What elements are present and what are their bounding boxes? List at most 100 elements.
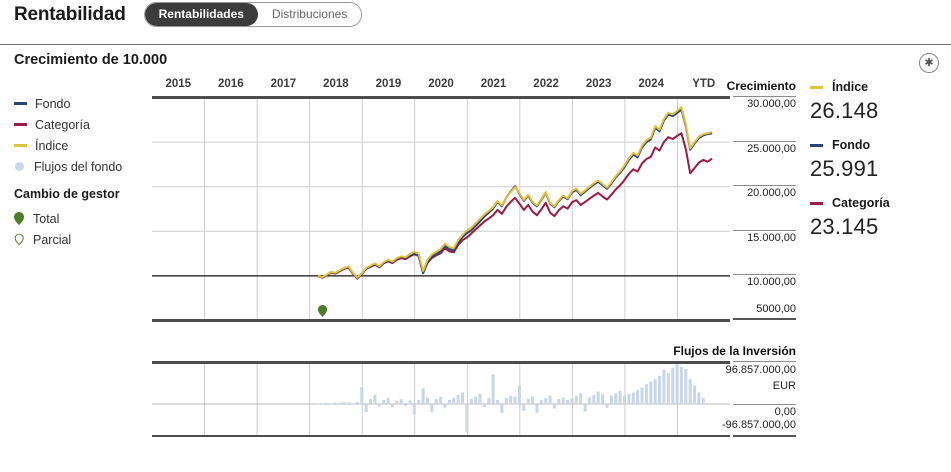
tab-rentabilidades[interactable]: Rentabilidades	[144, 3, 258, 26]
flow-bar	[697, 392, 701, 404]
summary-swatch	[810, 85, 823, 89]
flow-bar	[666, 373, 670, 404]
flow-bar	[390, 404, 394, 408]
flow-bar	[548, 395, 552, 404]
flow-bar	[329, 403, 333, 404]
flow-bar	[504, 397, 508, 404]
axis-tick	[733, 435, 796, 437]
flow-bar	[443, 404, 447, 408]
year-label: 2024	[638, 78, 664, 90]
flow-bar	[496, 399, 499, 404]
flow-bar	[338, 402, 342, 404]
flow-bar	[679, 366, 683, 404]
flow-bar	[382, 399, 386, 404]
legend: Fondo Categoría Índice Flujos del fondo	[14, 93, 122, 177]
flow-bar	[421, 388, 425, 404]
axis-tick	[733, 404, 796, 405]
flow-bar	[658, 375, 661, 404]
flows-y-axis: 96.857.000,00 EUR 0,00 -96.857.000,00	[722, 361, 796, 438]
manager-item-total[interactable]: Total	[14, 208, 120, 229]
flows-title: Flujos de la Inversión	[673, 344, 796, 358]
year-label: 2020	[428, 78, 454, 90]
series-fondo	[317, 108, 713, 279]
header: Rentabilidad Rentabilidades Distribucion…	[14, 2, 363, 27]
flow-bar	[552, 404, 556, 409]
year-label: 2021	[480, 78, 507, 90]
flow-bar	[417, 399, 421, 404]
axis-tick	[733, 185, 796, 186]
axis-tick-label: 25.000,00	[747, 143, 796, 155]
flow-bar	[614, 393, 618, 404]
legend-label: Categoría	[35, 117, 90, 132]
flow-bar	[675, 364, 679, 404]
flow-bar	[325, 403, 329, 404]
growth-chart[interactable]	[152, 96, 730, 323]
series-categoría	[317, 132, 713, 280]
axis-tick	[733, 274, 796, 275]
legend-item-0[interactable]: Fondo	[14, 93, 122, 114]
flows-chart[interactable]	[152, 361, 730, 438]
legend-dot-swatch	[15, 162, 24, 171]
year-label: 2017	[270, 78, 297, 90]
flow-bar	[408, 400, 412, 404]
flow-bar	[364, 404, 368, 413]
legend-line-swatch	[14, 102, 27, 105]
flow-bar	[566, 399, 570, 404]
legend-item-3[interactable]: Flujos del fondo	[14, 156, 122, 177]
summary-label: Fondo	[832, 138, 871, 152]
flow-bar	[517, 385, 521, 404]
flow-bar	[474, 396, 478, 404]
summary-value: 23.145	[810, 214, 879, 239]
flow-bar	[583, 404, 587, 412]
year-label: 2022	[533, 78, 559, 90]
flow-bar	[430, 404, 434, 412]
legend-line-swatch	[14, 144, 27, 147]
flow-bar	[636, 390, 640, 404]
flow-bar	[482, 404, 486, 408]
series-índice	[317, 106, 713, 279]
header-divider	[0, 44, 951, 45]
tab-distribuciones[interactable]: Distribuciones	[257, 3, 362, 26]
flow-bar	[627, 394, 631, 404]
flow-bar	[649, 381, 653, 404]
summary-item-1: Fondo 25.991	[810, 138, 879, 182]
flow-bar	[439, 396, 443, 404]
summary-swatch	[810, 143, 823, 147]
flow-bar	[399, 399, 403, 404]
axis-tick-label: 5000,00	[756, 303, 796, 315]
flow-bar	[671, 367, 675, 404]
summary-swatch	[810, 201, 823, 205]
flow-bar	[539, 399, 543, 404]
legend-line-swatch	[14, 123, 27, 126]
axis-tick-label: 96.857.000,00	[725, 364, 796, 376]
manager-item-parcial[interactable]: Parcial	[14, 229, 120, 250]
flow-bar	[347, 402, 351, 404]
pin-outline-icon	[14, 233, 24, 245]
legend-item-2[interactable]: Índice	[14, 135, 122, 156]
year-axis: 2015 2016 2017 2018 2019 2020 2021 2022 2023 2024…	[152, 78, 730, 90]
pin-filled-icon	[14, 211, 24, 225]
flow-bar	[640, 387, 644, 404]
flow-bar	[513, 396, 517, 404]
flow-bar	[465, 404, 469, 433]
axis-tick-label: 10.000,00	[747, 276, 796, 288]
year-label: 2015	[165, 78, 192, 90]
axis-tick	[733, 96, 796, 97]
growth-axis-header: Crecimiento	[726, 79, 796, 93]
legend-item-1[interactable]: Categoría	[14, 114, 122, 135]
flow-bar	[644, 384, 648, 404]
flow-bar	[574, 395, 578, 404]
flow-bar	[334, 402, 337, 404]
circled-asterisk-icon[interactable]: ✱	[919, 53, 939, 73]
summary-item-0: Índice 26.148	[810, 80, 879, 124]
page-title: Rentabilidad	[14, 3, 126, 25]
axis-tick-label: 0,00	[774, 406, 796, 418]
flow-bar	[360, 387, 364, 404]
flow-bar	[570, 398, 574, 404]
flow-bar	[561, 397, 565, 404]
manager-change-block: Cambio de gestor Total Parcial	[14, 187, 120, 250]
flow-bar	[609, 395, 613, 404]
flow-bar	[557, 399, 561, 404]
year-label: 2018	[323, 78, 349, 90]
manager-item-label: Parcial	[33, 232, 72, 247]
